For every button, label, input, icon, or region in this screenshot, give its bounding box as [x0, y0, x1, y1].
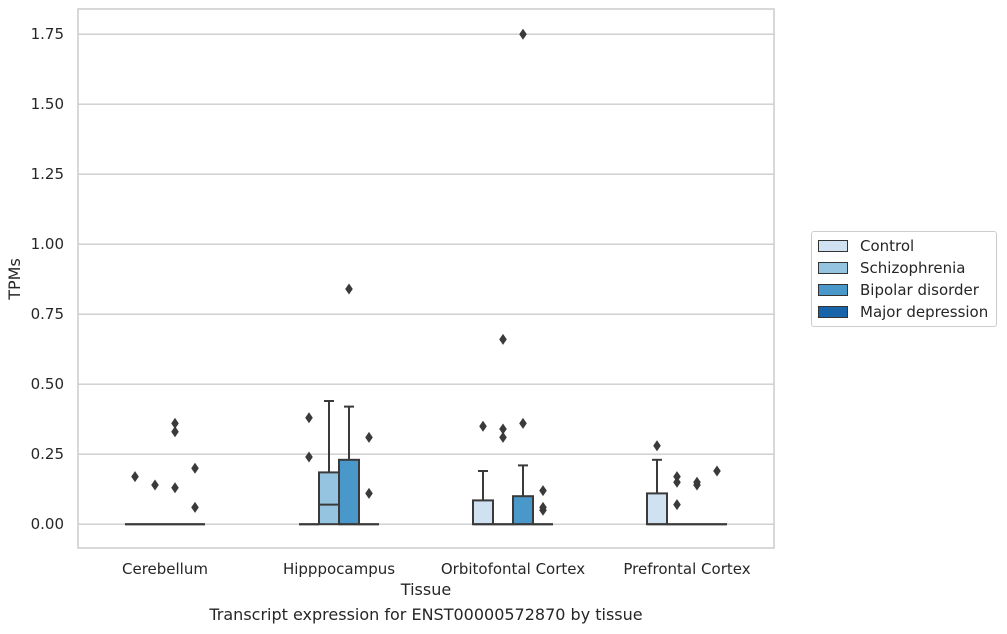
outlier-point — [191, 462, 199, 474]
box — [318, 471, 340, 526]
y-tick-label: 1.25 — [31, 165, 64, 183]
outlier-point — [131, 471, 139, 483]
x-tick-label: Cerebellum — [122, 560, 208, 578]
outlier-point — [713, 465, 721, 477]
outlier-point — [345, 283, 353, 295]
outlier-point — [151, 479, 159, 491]
outlier-point — [693, 476, 701, 488]
legend-item-control: Control — [818, 236, 914, 256]
outlier-point — [365, 431, 373, 443]
legend-label-major-depression: Major depression — [860, 303, 989, 321]
outlier-point — [171, 482, 179, 494]
legend-swatch-bipolar-disorder — [818, 284, 848, 296]
outlier-point — [479, 420, 487, 432]
legend-swatch-schizophrenia — [818, 262, 848, 274]
box — [512, 495, 534, 526]
boxes — [125, 400, 727, 526]
outlier-point — [653, 440, 661, 452]
box — [646, 492, 668, 526]
x-tick-label: Hipppocampus — [283, 560, 395, 578]
legend-swatch-major-depression — [818, 306, 848, 318]
legend-item-bipolar-disorder: Bipolar disorder — [818, 280, 979, 300]
chart-caption: Transcript expression for ENST0000057287… — [209, 605, 643, 624]
legend-label-control: Control — [860, 237, 915, 255]
x-axis-ticks: Cerebellum Hipppocampus Orbitofontal Corte… — [122, 560, 751, 578]
x-axis-label: Tissue — [400, 580, 451, 599]
legend-swatch-control — [818, 240, 848, 252]
outlier-point — [673, 471, 681, 483]
y-tick-label: 1.75 — [31, 25, 64, 43]
outlier-point — [519, 417, 527, 429]
y-tick-label: 1.50 — [31, 95, 64, 113]
x-tick-label: Prefrontal Cortex — [623, 560, 750, 578]
plot-area-frame — [77, 8, 775, 549]
outlier-point — [499, 431, 507, 443]
outlier-point — [171, 417, 179, 429]
outlier-point — [673, 476, 681, 488]
outlier-point — [539, 501, 547, 513]
outliers — [131, 28, 721, 516]
legend-item-schizophrenia: Schizophrenia — [818, 258, 965, 278]
y-tick-label: 1.00 — [31, 235, 64, 253]
y-axis-ticks: 0.00 0.25 0.50 0.75 1.00 1.25 1.50 1.75 — [31, 25, 64, 533]
legend-label-schizophrenia: Schizophrenia — [860, 259, 966, 277]
y-tick-label: 0.50 — [31, 375, 64, 393]
x-tick-label: Orbitofontal Cortex — [441, 560, 585, 578]
y-tick-label: 0.00 — [31, 515, 64, 533]
outlier-point — [171, 426, 179, 438]
box — [472, 499, 494, 526]
legend-label-bipolar-disorder: Bipolar disorder — [860, 281, 979, 299]
outlier-point — [191, 501, 199, 513]
y-axis-label: TPMs — [5, 258, 24, 301]
outlier-point — [499, 423, 507, 435]
outlier-point — [539, 485, 547, 497]
grid-lines — [78, 33, 774, 525]
y-tick-label: 0.25 — [31, 445, 64, 463]
outlier-point — [365, 487, 373, 499]
y-tick-label: 0.75 — [31, 305, 64, 323]
outlier-point — [305, 412, 313, 424]
outlier-point — [305, 451, 313, 463]
outlier-point — [499, 333, 507, 345]
outlier-point — [519, 28, 527, 40]
legend: Control Schizophrenia Bipolar disorder M… — [811, 231, 997, 327]
box — [338, 458, 360, 526]
outlier-point — [673, 499, 681, 511]
legend-item-major-depression: Major depression — [818, 302, 988, 322]
